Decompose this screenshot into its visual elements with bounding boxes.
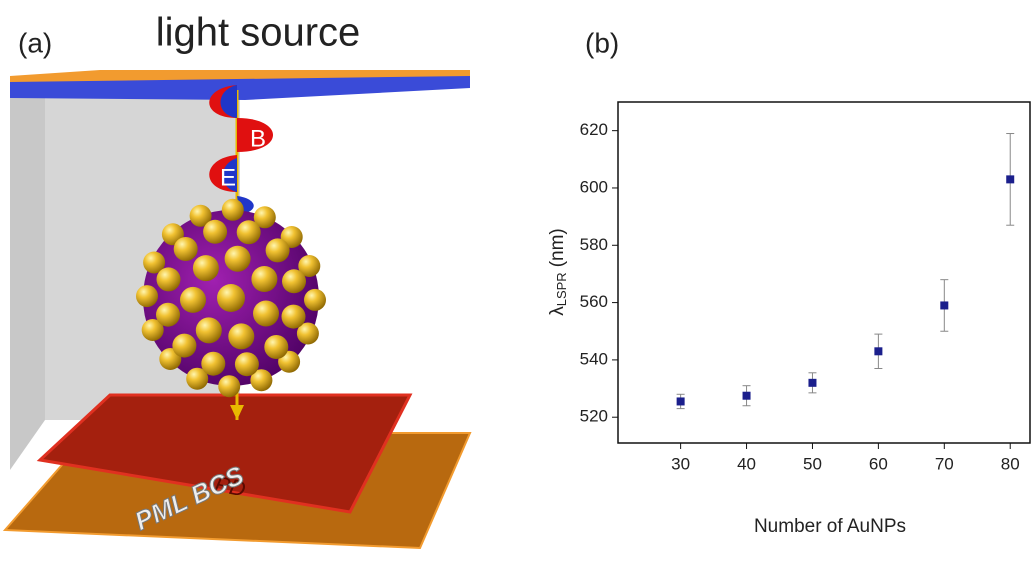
- illustration: B E PD PML BCS: [5, 70, 470, 548]
- point: [743, 392, 751, 400]
- wall: [10, 90, 45, 470]
- nanoparticle: [180, 287, 206, 313]
- nanoparticle: [136, 285, 158, 307]
- y-tick-label: 520: [580, 407, 608, 426]
- nanoparticle: [282, 269, 306, 293]
- nanoparticle: [237, 220, 261, 244]
- y-tick-label: 600: [580, 177, 608, 196]
- nanoparticle: [217, 284, 245, 312]
- nanoparticle: [304, 289, 326, 311]
- x-axis-label: Number of AuNPs: [754, 516, 906, 537]
- panel-label: (a): [18, 27, 52, 58]
- y-tick-label: 540: [580, 349, 608, 368]
- panel-label: (b): [585, 27, 619, 58]
- nanoparticle: [222, 199, 244, 221]
- figure: B E PD PML BCS (a) light source (b) Numb…: [0, 0, 1032, 563]
- nanoparticle: [156, 303, 180, 327]
- x-tick-label: 70: [935, 454, 954, 473]
- nanoparticle: [228, 323, 254, 349]
- field-label: E: [220, 164, 236, 191]
- nanoparticle: [282, 305, 306, 329]
- field-label: B: [250, 125, 266, 152]
- nanoparticle: [235, 352, 259, 376]
- nanoparticle: [196, 317, 222, 343]
- point: [1006, 175, 1014, 183]
- y-tick-label: 620: [580, 120, 608, 139]
- x-tick-label: 40: [737, 454, 756, 473]
- panel-title: light source: [156, 11, 361, 55]
- nanoparticle: [253, 301, 279, 327]
- y-tick-label: 560: [580, 292, 608, 311]
- point: [808, 379, 816, 387]
- y-symbol: λ: [547, 306, 568, 316]
- point: [874, 347, 882, 355]
- nanoparticle: [157, 267, 181, 291]
- y-tick-label: 580: [580, 235, 608, 254]
- nanoparticle: [172, 334, 196, 358]
- y-subscript: LSPR: [554, 272, 569, 306]
- x-tick-label: 60: [869, 454, 888, 473]
- nanoparticle: [264, 335, 288, 359]
- nanoparticle: [193, 255, 219, 281]
- x-tick-label: 30: [671, 454, 690, 473]
- nanoparticle: [174, 237, 198, 261]
- x-tick-label: 80: [1001, 454, 1020, 473]
- x-tick-label: 50: [803, 454, 822, 473]
- nanoparticle: [225, 246, 251, 272]
- plot: 30 40 50 60 70 80 520 540 560 580 600 620: [580, 102, 1030, 473]
- point: [677, 397, 685, 405]
- y-unit: (nm): [547, 228, 568, 267]
- nanoparticle: [201, 352, 225, 376]
- nanoparticle: [203, 220, 227, 244]
- plot-frame: [618, 102, 1030, 443]
- nanoparticle: [218, 375, 240, 397]
- nanoparticle: [266, 238, 290, 262]
- nanoparticle: [251, 266, 277, 292]
- y-axis-label: λLSPR (nm): [547, 228, 569, 316]
- point: [940, 301, 948, 309]
